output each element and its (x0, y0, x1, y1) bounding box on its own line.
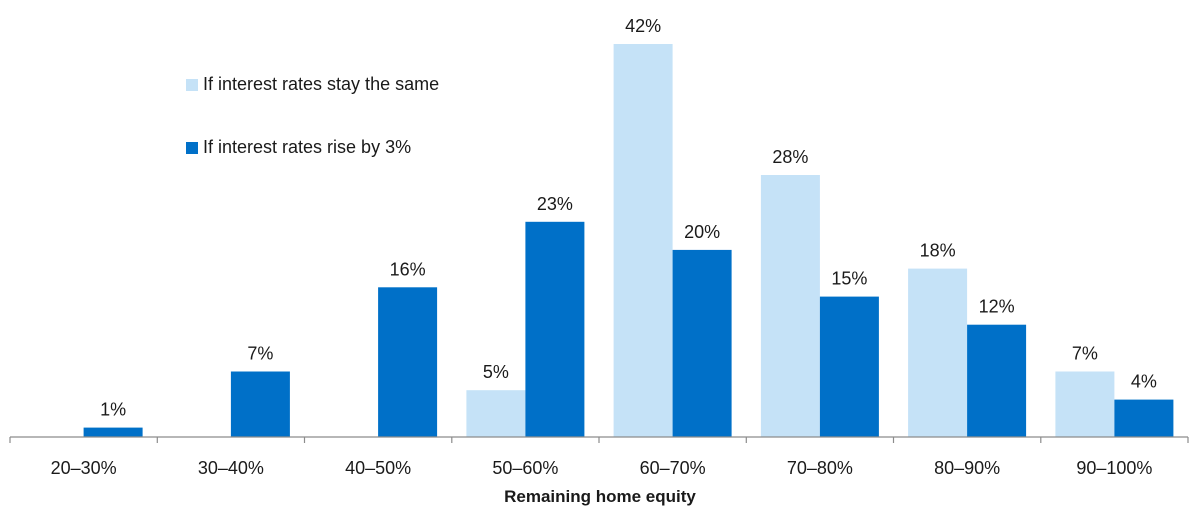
data-label-rise-60-70: 20% (684, 222, 720, 242)
bar-rise-80-90 (967, 324, 1027, 437)
x-tick-label-50-60: 50–60% (492, 458, 558, 478)
data-label-same-90-100: 7% (1072, 344, 1098, 364)
x-tick-label-70-80: 70–80% (787, 458, 853, 478)
data-label-same-50-60: 5% (483, 362, 509, 382)
data-label-rise-50-60: 23% (537, 194, 573, 214)
x-tick-label-90-100: 90–100% (1076, 458, 1152, 478)
bar-rise-30-40 (230, 371, 290, 437)
bar-same-80-90 (908, 268, 968, 437)
bar-rise-70-80 (819, 296, 879, 437)
bar-rise-60-70 (672, 249, 732, 437)
data-label-same-60-70: 42% (625, 16, 661, 36)
data-label-rise-40-50: 16% (390, 259, 426, 279)
data-label-rise-30-40: 7% (247, 344, 273, 364)
legend: If interest rates stay the same If intere… (186, 74, 439, 157)
x-tick-label-40-50: 40–50% (345, 458, 411, 478)
legend-label-same: If interest rates stay the same (203, 74, 439, 94)
bar-rise-40-50 (378, 287, 438, 437)
data-label-rise-20-30: 1% (100, 400, 126, 420)
data-label-rise-80-90: 12% (979, 297, 1015, 317)
bars-layer: 1% 7% 16% 5% 23% 42% 20% 28% 15% 18% 12% 7% 4% (83, 16, 1174, 437)
x-axis: 20–30% 30–40% 40–50% 50–60% 60–70% 70–80% 80–9… (9, 436, 1189, 478)
legend-label-rise: If interest rates rise by 3% (203, 137, 411, 157)
bar-same-70-80 (760, 175, 820, 437)
bar-same-50-60 (466, 390, 526, 437)
legend-swatch-rise (186, 142, 198, 154)
x-tick-label-30-40: 30–40% (198, 458, 264, 478)
data-label-same-80-90: 18% (920, 241, 956, 261)
data-label-rise-90-100: 4% (1131, 372, 1157, 392)
data-label-rise-70-80: 15% (831, 269, 867, 289)
bar-rise-20-30 (83, 427, 143, 437)
data-label-same-70-80: 28% (772, 147, 808, 167)
x-axis-label: Remaining home equity (504, 487, 696, 506)
bar-rise-90-100 (1114, 399, 1174, 437)
x-tick-label-60-70: 60–70% (640, 458, 706, 478)
x-tick-label-20-30: 20–30% (51, 458, 117, 478)
x-tick-label-80-90: 80–90% (934, 458, 1000, 478)
legend-swatch-same (186, 79, 198, 91)
bar-rise-50-60 (525, 221, 585, 437)
bar-same-60-70 (613, 44, 673, 437)
bar-same-90-100 (1055, 371, 1115, 437)
